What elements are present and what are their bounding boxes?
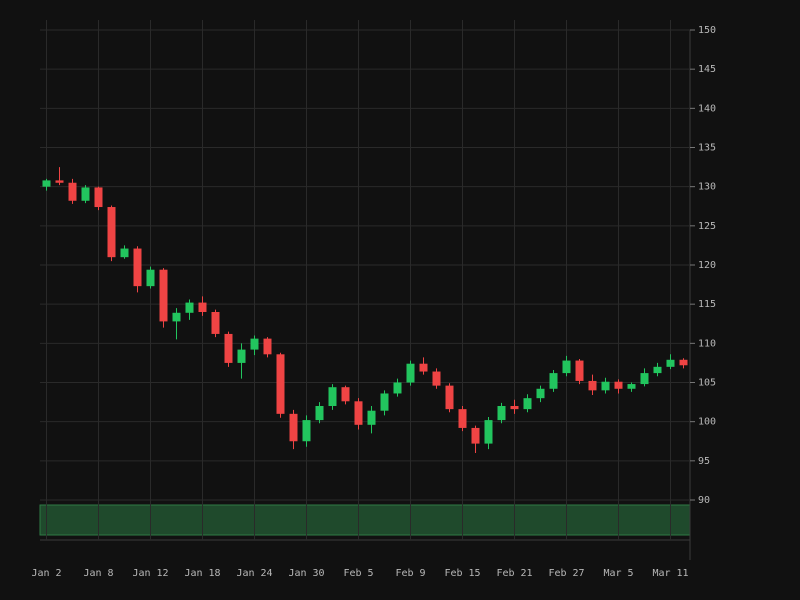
candle-body [185, 302, 194, 313]
candle-body [640, 373, 649, 385]
candle-body [68, 182, 77, 201]
candle-body [302, 420, 311, 442]
candle-body [627, 384, 636, 389]
candle-body [81, 187, 90, 201]
candle-body [601, 381, 610, 391]
x-tick-label: Feb 15 [444, 568, 480, 579]
candle-body [523, 398, 532, 410]
x-tick-label: Jan 2 [31, 568, 61, 579]
candle-body [458, 409, 467, 428]
candle-body [536, 388, 545, 399]
candle-body [367, 410, 376, 425]
x-tick-label: Feb 27 [548, 568, 584, 579]
y-tick-label: 90 [698, 495, 710, 506]
candle-body [55, 180, 64, 183]
y-tick-label: 95 [698, 456, 710, 467]
candle-body [445, 385, 454, 410]
volume-band [39, 504, 691, 536]
candle-body [614, 381, 623, 389]
candle-body [484, 420, 493, 444]
candle-body [393, 382, 402, 394]
y-tick-label: 130 [698, 182, 716, 193]
candle-body [666, 359, 675, 367]
candle-body [497, 406, 506, 421]
y-tick-label: 135 [698, 143, 716, 154]
candle-body [94, 187, 103, 208]
candle-body [315, 406, 324, 421]
candle-body [380, 393, 389, 411]
candle-body [263, 338, 272, 355]
candle-body [471, 427, 480, 444]
candle-body [159, 269, 168, 322]
candle-body [588, 380, 597, 391]
candle-body [289, 413, 298, 442]
candle-body [133, 248, 142, 287]
candle-body [562, 360, 571, 374]
candle-body [510, 406, 519, 410]
candle-body [406, 363, 415, 383]
candle-body [172, 312, 181, 322]
y-tick-label: 145 [698, 64, 716, 75]
x-tick-label: Feb 9 [395, 568, 425, 579]
candle-body [276, 354, 285, 414]
candle-body [341, 387, 350, 402]
y-tick-label: 125 [698, 221, 716, 232]
x-tick-label: Feb 21 [496, 568, 532, 579]
x-tick-label: Mar 5 [603, 568, 633, 579]
candle-body [432, 371, 441, 386]
candle-body [419, 363, 428, 372]
x-tick-label: Jan 30 [288, 568, 324, 579]
candle-body [575, 360, 584, 381]
y-tick-label: 140 [698, 103, 716, 114]
x-tick-label: Jan 12 [132, 568, 168, 579]
y-tick-label: 150 [698, 25, 716, 36]
candle-body [146, 269, 155, 287]
y-tick-label: 120 [698, 260, 716, 271]
y-tick-label: 105 [698, 378, 716, 389]
candle-body [198, 302, 207, 312]
x-tick-label: Jan 24 [236, 568, 272, 579]
y-tick-label: 110 [698, 338, 716, 349]
candle-body [42, 180, 51, 187]
candle-body [237, 349, 246, 363]
x-tick-label: Mar 11 [652, 568, 688, 579]
candle-body [211, 312, 220, 334]
candle-body [653, 366, 662, 374]
candle-body [549, 373, 558, 389]
candle-body [107, 207, 116, 258]
x-tick-label: Jan 18 [184, 568, 220, 579]
candle-body [679, 359, 688, 366]
y-tick-label: 115 [698, 299, 716, 310]
candle-body [354, 401, 363, 425]
candle-body [250, 338, 259, 350]
candle-body [120, 248, 129, 258]
candle-body [328, 387, 337, 406]
x-tick-label: Jan 8 [83, 568, 113, 579]
x-tick-label: Feb 5 [343, 568, 373, 579]
candle-body [224, 333, 233, 363]
y-tick-label: 100 [698, 417, 716, 428]
